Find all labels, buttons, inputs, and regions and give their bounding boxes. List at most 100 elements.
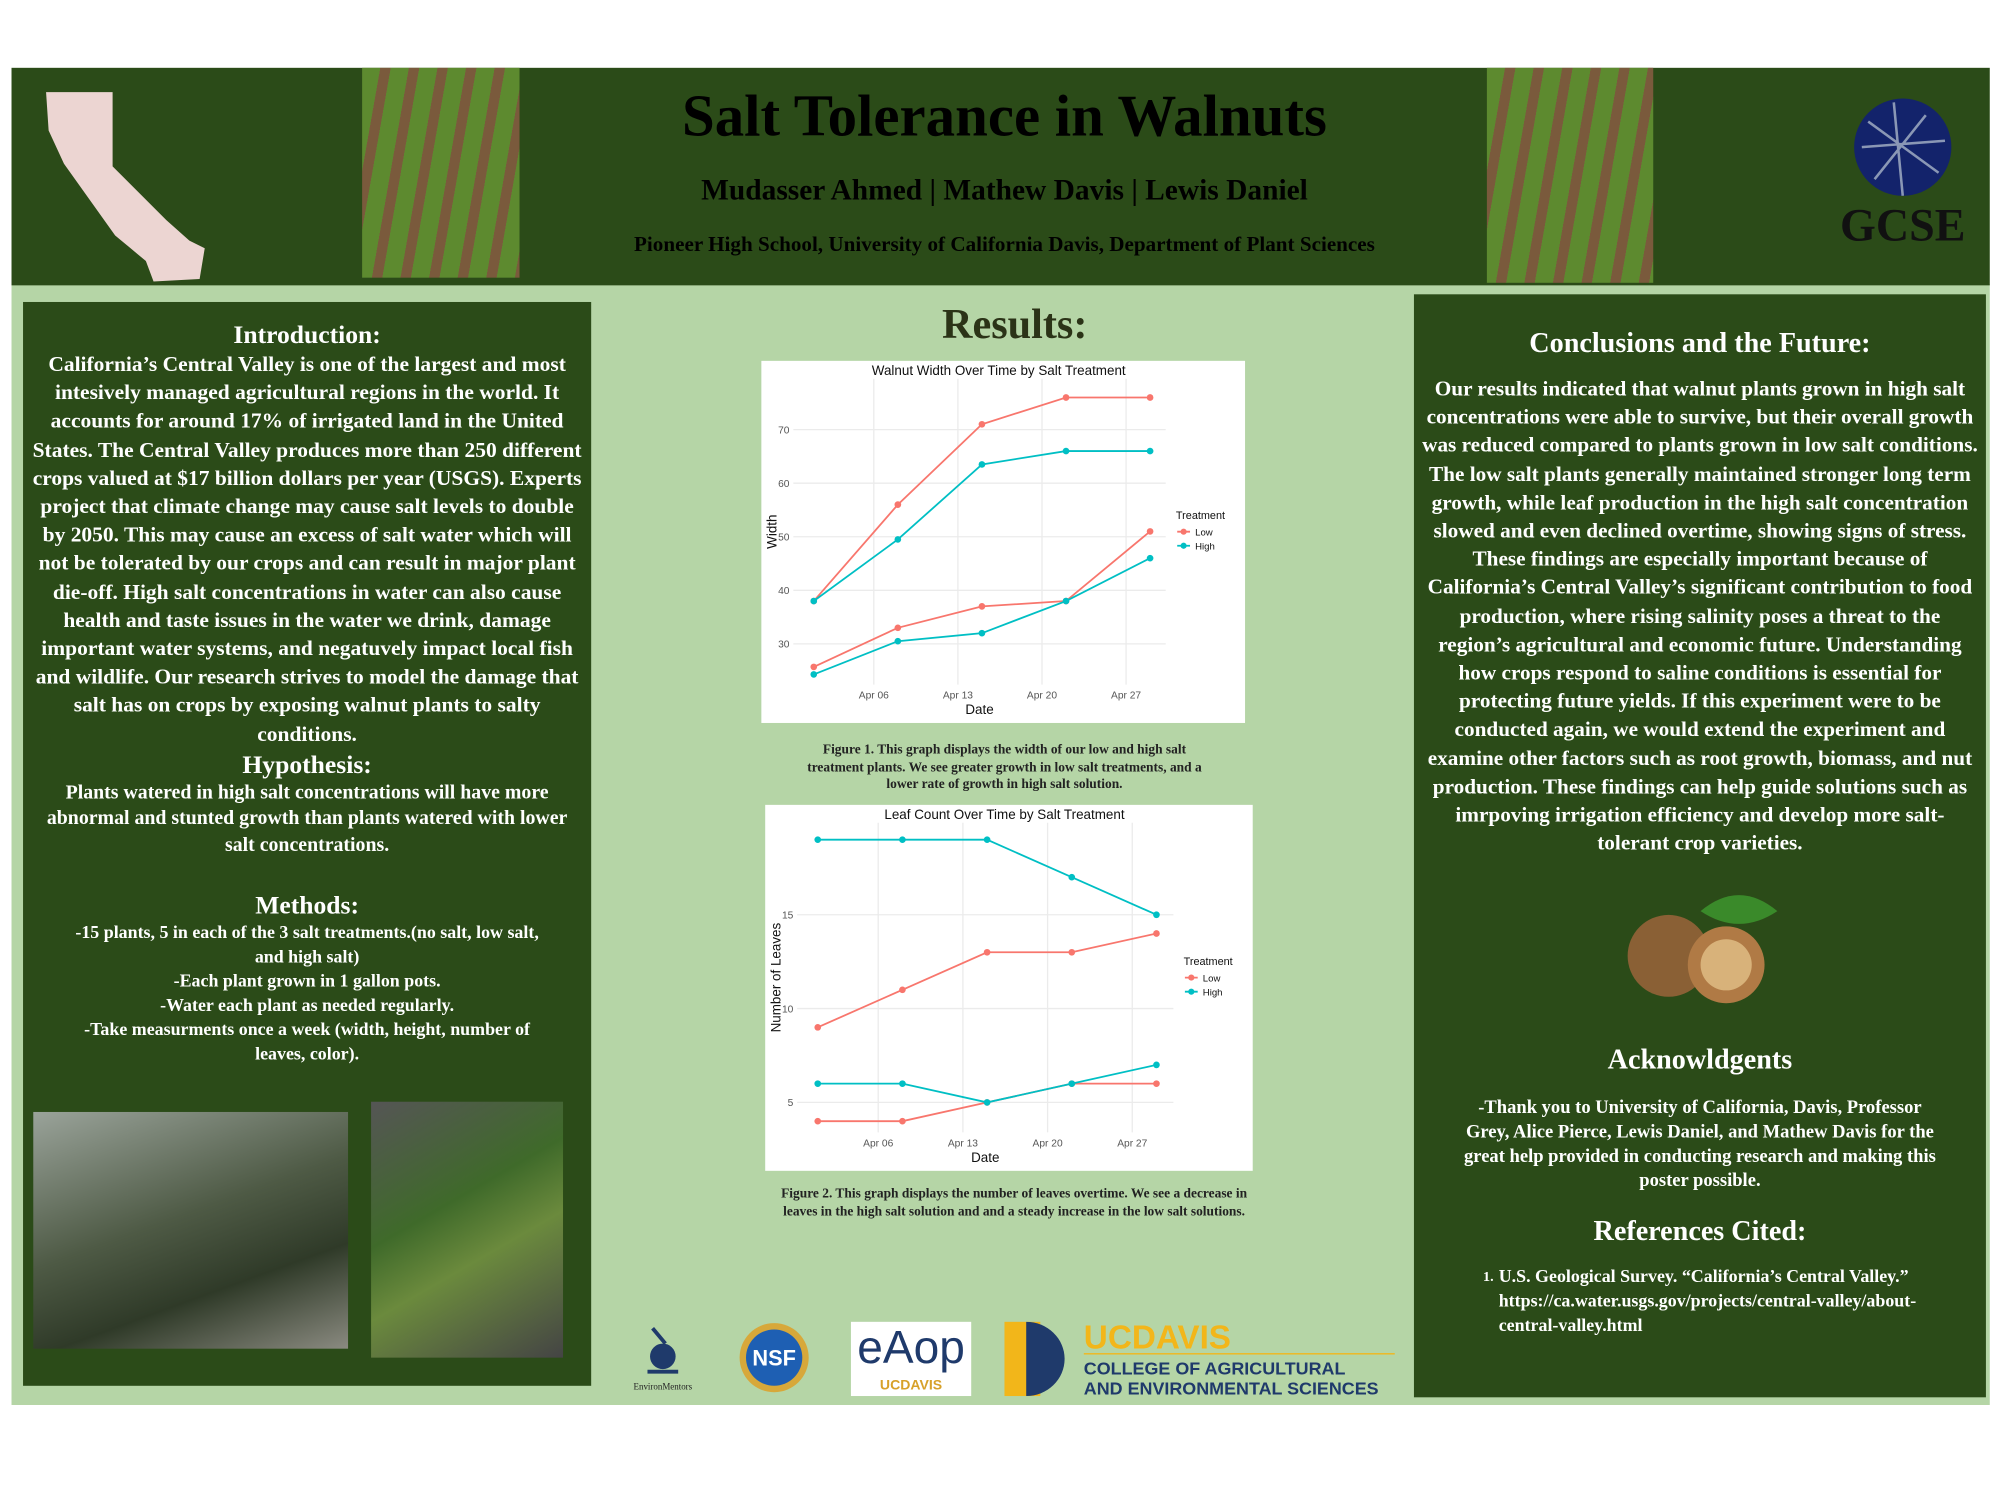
authors: Mudasser Ahmed | Mathew Davis | Lewis Da… xyxy=(701,174,1308,207)
logo-text: EnvironMentors xyxy=(634,1382,693,1392)
section-heading: Acknowldgents xyxy=(1607,1043,1793,1076)
data-point xyxy=(1153,1080,1160,1087)
method-item: -Take measurments once a week (width, he… xyxy=(84,1021,531,1066)
y-axis-title: Width xyxy=(765,515,780,549)
data-point xyxy=(1068,873,1076,881)
data-point xyxy=(899,986,906,994)
x-tick-label: Apr 06 xyxy=(859,691,889,702)
conclusions-text: Our results indicated that walnut plants… xyxy=(1422,376,1978,856)
series-line xyxy=(817,932,1157,1029)
y-tick-label: 15 xyxy=(782,911,794,922)
data-point xyxy=(894,536,902,543)
data-point xyxy=(810,597,818,605)
california-map xyxy=(46,92,205,282)
data-point xyxy=(1062,447,1070,455)
y-tick-label: 50 xyxy=(778,533,790,544)
greenhouse-photo xyxy=(33,1111,349,1349)
x-tick-label: Apr 27 xyxy=(1111,691,1141,702)
series-line xyxy=(813,450,1151,602)
data-point xyxy=(814,836,822,843)
legend-label: High xyxy=(1195,542,1215,553)
legend-swatch xyxy=(1188,974,1195,981)
data-point xyxy=(1146,554,1154,562)
data-point xyxy=(1146,394,1154,401)
x-axis-title: Date xyxy=(965,702,993,717)
x-tick-label: Apr 13 xyxy=(943,691,973,702)
x-tick-label: Apr 20 xyxy=(1027,691,1057,702)
data-point xyxy=(1153,1061,1160,1069)
data-point xyxy=(1153,930,1160,937)
legend-swatch xyxy=(1180,528,1187,535)
series-line xyxy=(813,530,1151,668)
walnut-image xyxy=(1626,895,1777,1004)
logo-text: COLLEGE OF AGRICULTURAL xyxy=(1084,1358,1346,1378)
x-tick-label: Apr 06 xyxy=(863,1139,893,1150)
chart: Walnut Width Over Time by Salt Treatment… xyxy=(761,360,1246,723)
logo-text: eAop xyxy=(857,1321,965,1373)
data-point xyxy=(1146,447,1154,455)
data-point xyxy=(810,671,818,678)
logo-text: UCDAVIS xyxy=(1084,1320,1231,1357)
sponsor-logos: EnvironMentors NSF eAop UCDAVIS UCDAVIS … xyxy=(634,1320,1395,1399)
section-heading: Methods: xyxy=(255,892,359,921)
methods-list: -15 plants, 5 in each of the 3 salt trea… xyxy=(23,922,591,1068)
logo-text: NSF xyxy=(752,1345,795,1370)
header-band xyxy=(11,67,1990,286)
data-point xyxy=(894,501,902,508)
series-line xyxy=(817,838,1157,916)
y-tick-label: 30 xyxy=(778,640,790,651)
chart-title: Walnut Width Over Time by Salt Treatment xyxy=(872,363,1126,378)
data-point xyxy=(1062,394,1070,401)
data-point xyxy=(814,1117,822,1125)
field-photo xyxy=(1486,67,1654,283)
section-heading: Conclusions and the Future: xyxy=(1529,326,1871,359)
section-heading: References Cited: xyxy=(1593,1214,1807,1247)
right-panel: Conclusions and the Future: Our results … xyxy=(1413,294,1986,1398)
data-point xyxy=(1153,911,1160,919)
x-axis-title: Date xyxy=(971,1150,999,1165)
data-point xyxy=(814,1024,822,1031)
y-tick-label: 70 xyxy=(778,425,790,436)
y-tick-label: 10 xyxy=(782,1004,794,1015)
y-axis-title: Number of Leaves xyxy=(769,922,784,1032)
method-item: -Water each plant as needed regularly. xyxy=(160,997,455,1017)
data-point xyxy=(983,836,991,843)
figure-caption: Figure 1. This graph displays the width … xyxy=(807,743,1202,793)
legend-label: Low xyxy=(1195,528,1213,539)
method-item: -15 plants, 5 in each of the 3 salt trea… xyxy=(75,924,539,968)
results-heading: Results: xyxy=(941,301,1088,349)
data-point xyxy=(814,1080,822,1087)
logo-text: UCDAVIS xyxy=(880,1377,942,1393)
data-point xyxy=(978,603,986,610)
data-point xyxy=(899,1080,906,1087)
data-point xyxy=(983,1099,991,1106)
affiliation: Pioneer High School, University of Calif… xyxy=(634,231,1375,256)
x-tick-label: Apr 27 xyxy=(1117,1139,1147,1150)
data-point xyxy=(978,629,986,637)
series-line xyxy=(813,557,1151,676)
poster-title: Salt Tolerance in Walnuts xyxy=(682,83,1327,149)
data-point xyxy=(899,1117,906,1125)
legend-label: Low xyxy=(1203,973,1221,984)
plant-photo xyxy=(371,1101,564,1358)
intro-text: California’s Central Valley is one of th… xyxy=(32,351,582,746)
data-point xyxy=(894,624,902,632)
reference-number: 1. xyxy=(1483,1269,1494,1286)
data-point xyxy=(810,663,818,671)
data-point xyxy=(983,948,991,956)
left-panel: Introduction: California’s Central Valle… xyxy=(23,301,592,1386)
legend-swatch xyxy=(1188,988,1195,995)
reference-text: U.S. Geological Survey. “California’s Ce… xyxy=(1498,1268,1917,1337)
series-line xyxy=(813,396,1151,602)
data-point xyxy=(1062,597,1070,605)
data-point xyxy=(1068,1080,1076,1087)
logo-text: AND ENVIRONMENTAL SCIENCES xyxy=(1084,1379,1379,1399)
ack-text: -Thank you to University of California, … xyxy=(1464,1098,1936,1192)
data-point xyxy=(978,420,986,428)
legend-swatch xyxy=(1180,542,1187,549)
chart-title: Leaf Count Over Time by Salt Treatment xyxy=(884,807,1124,822)
section-heading: Hypothesis: xyxy=(242,750,372,780)
chart: Leaf Count Over Time by Salt Treatment 5 1… xyxy=(765,804,1253,1171)
x-tick-label: Apr 20 xyxy=(1033,1139,1063,1150)
